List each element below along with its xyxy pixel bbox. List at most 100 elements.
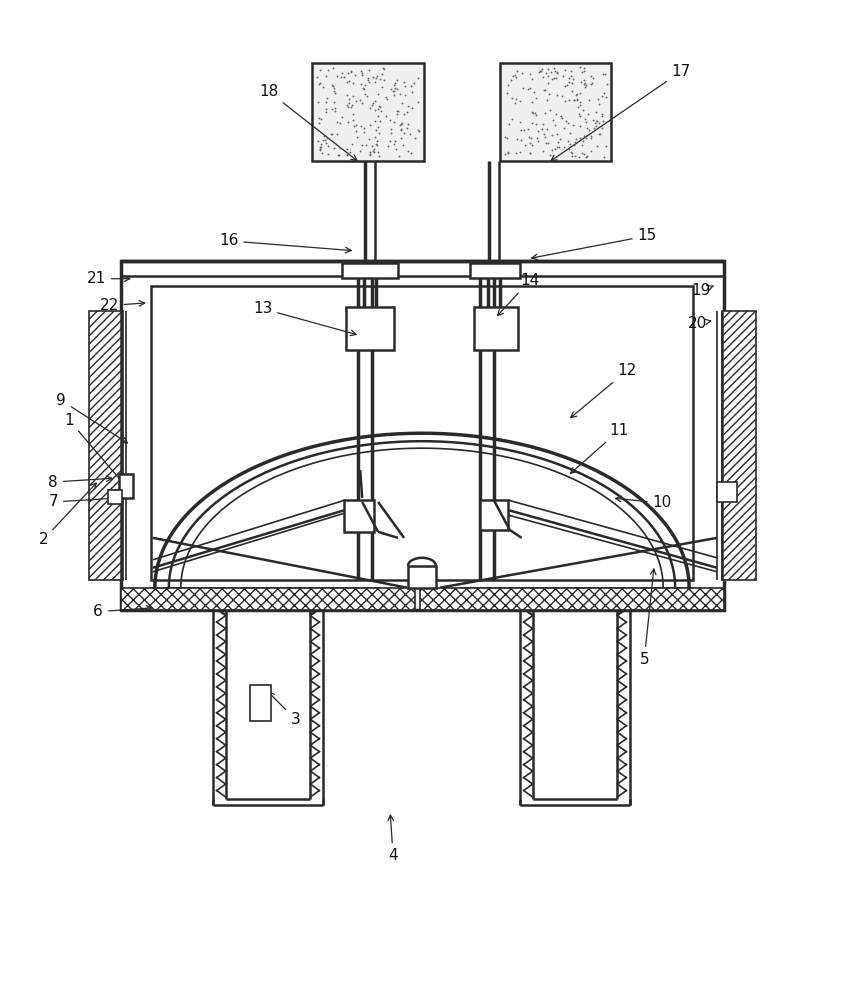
- Point: [570, 92, 583, 108]
- Point: [340, 74, 354, 90]
- Point: [395, 115, 408, 131]
- Point: [365, 95, 379, 111]
- Text: 20: 20: [687, 316, 710, 331]
- Point: [390, 103, 403, 119]
- Point: [321, 62, 334, 78]
- Point: [580, 148, 593, 164]
- Point: [565, 83, 578, 99]
- Point: [563, 63, 576, 79]
- Point: [546, 60, 560, 76]
- Point: [317, 128, 331, 144]
- Point: [497, 146, 511, 162]
- Point: [548, 117, 561, 133]
- Point: [576, 102, 589, 118]
- Point: [394, 122, 408, 138]
- Point: [596, 149, 609, 165]
- Point: [528, 105, 541, 121]
- Point: [380, 91, 393, 107]
- Point: [370, 133, 383, 149]
- Point: [383, 133, 397, 149]
- Point: [544, 71, 558, 87]
- Point: [354, 65, 368, 81]
- Point: [585, 112, 598, 128]
- Point: [322, 146, 335, 162]
- Point: [327, 140, 341, 156]
- Point: [349, 117, 363, 133]
- Point: [397, 74, 410, 90]
- Point: [388, 80, 402, 96]
- Point: [586, 70, 599, 86]
- Point: [584, 128, 598, 144]
- Point: [371, 98, 385, 114]
- Point: [365, 143, 379, 159]
- Point: [501, 116, 515, 132]
- Point: [314, 139, 327, 155]
- Point: [576, 76, 590, 92]
- Point: [549, 106, 562, 122]
- Text: 13: 13: [252, 301, 356, 336]
- Point: [327, 80, 340, 96]
- Point: [397, 106, 410, 122]
- Point: [313, 142, 327, 158]
- Point: [542, 86, 555, 102]
- Point: [317, 132, 331, 148]
- Point: [314, 136, 327, 152]
- Text: 10: 10: [614, 495, 671, 510]
- Bar: [419, 588, 723, 610]
- Point: [313, 75, 327, 91]
- Point: [541, 75, 555, 91]
- Point: [353, 92, 366, 108]
- Point: [368, 129, 381, 145]
- Point: [357, 77, 371, 93]
- Point: [379, 108, 392, 124]
- Point: [310, 69, 323, 85]
- Point: [345, 136, 359, 152]
- Point: [565, 117, 579, 133]
- Point: [535, 121, 549, 137]
- Point: [584, 75, 598, 91]
- Point: [581, 106, 594, 122]
- Point: [589, 138, 603, 154]
- Point: [562, 125, 576, 141]
- Point: [362, 62, 376, 78]
- Point: [330, 126, 344, 142]
- Point: [567, 137, 581, 153]
- Point: [368, 74, 381, 90]
- Point: [343, 73, 356, 89]
- Point: [517, 137, 531, 153]
- Point: [362, 131, 376, 147]
- Text: 5: 5: [639, 569, 655, 667]
- Point: [325, 77, 338, 93]
- Point: [528, 90, 542, 106]
- Bar: [342, 263, 398, 278]
- Text: 14: 14: [497, 273, 538, 316]
- Point: [362, 100, 376, 116]
- Bar: [344, 500, 374, 532]
- Point: [555, 110, 568, 126]
- Point: [384, 121, 398, 137]
- Point: [517, 122, 530, 138]
- Point: [545, 112, 559, 128]
- Point: [522, 145, 536, 161]
- Point: [549, 64, 563, 80]
- Point: [527, 84, 540, 100]
- Point: [525, 71, 538, 87]
- Point: [597, 85, 610, 101]
- Text: 6: 6: [93, 604, 152, 619]
- Point: [410, 70, 424, 86]
- Point: [365, 97, 378, 113]
- Point: [386, 83, 399, 99]
- Point: [328, 103, 342, 119]
- Point: [587, 115, 601, 131]
- Point: [526, 105, 539, 121]
- Point: [547, 70, 560, 86]
- Point: [533, 63, 547, 79]
- Point: [572, 108, 586, 124]
- Point: [362, 146, 376, 162]
- Bar: [121, 261, 723, 610]
- Text: 8: 8: [48, 475, 111, 490]
- Point: [538, 129, 551, 145]
- Text: 21: 21: [86, 271, 130, 286]
- Point: [524, 137, 538, 153]
- Point: [521, 129, 534, 145]
